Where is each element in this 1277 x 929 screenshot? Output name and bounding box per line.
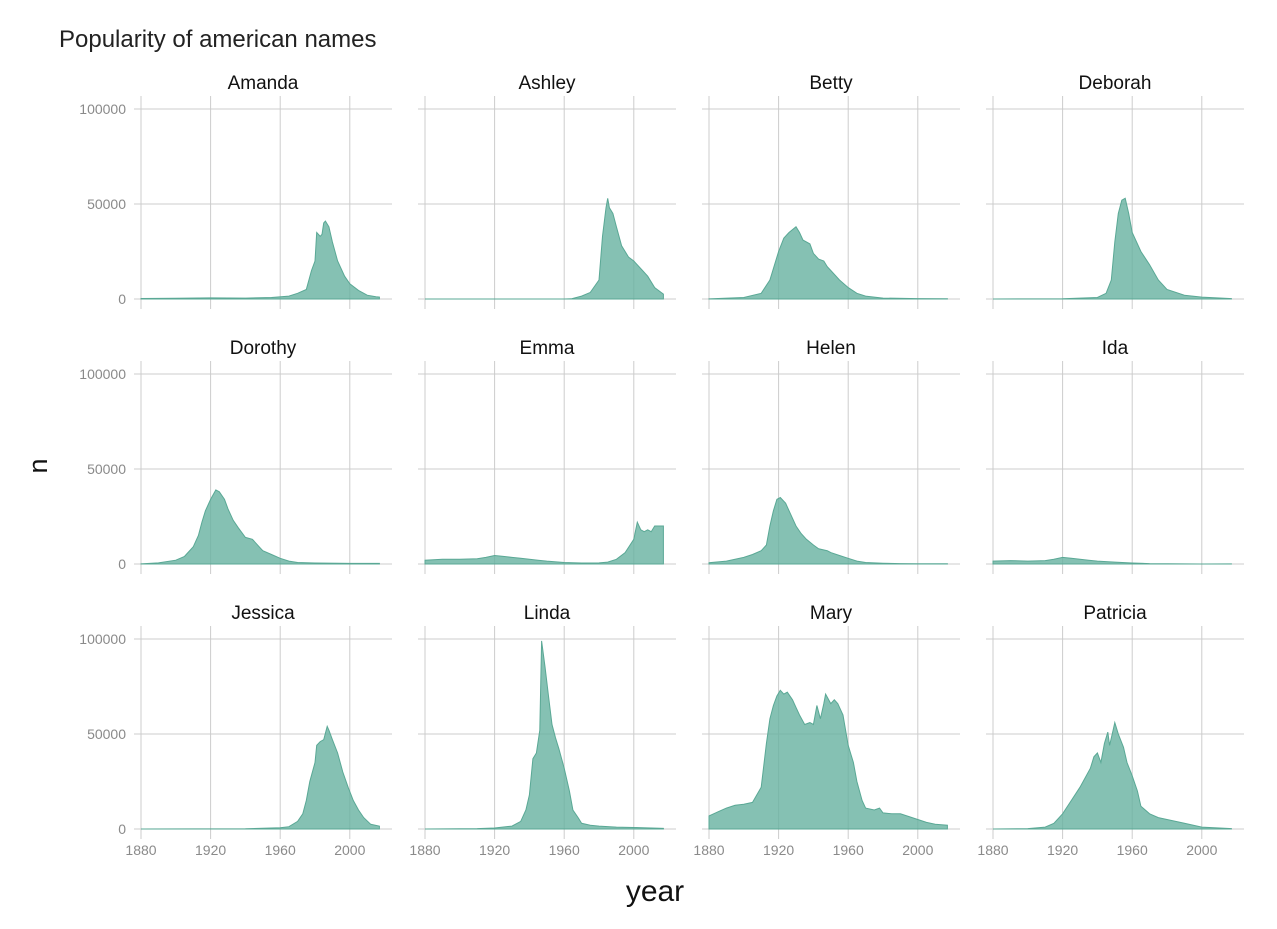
x-axis-title: year <box>626 875 684 908</box>
x-tick-label: 2000 <box>618 842 649 858</box>
area-series <box>140 489 380 565</box>
y-tick-label: 50000 <box>87 196 126 212</box>
x-tick-label: 1880 <box>125 842 156 858</box>
area-series <box>708 496 948 565</box>
facet-label: Mary <box>810 603 853 624</box>
facet-label: Dorothy <box>230 338 297 359</box>
x-tick-label: 2000 <box>334 842 365 858</box>
y-tick-label: 0 <box>118 556 126 572</box>
x-tick-label: 2000 <box>1186 842 1217 858</box>
y-tick-label: 100000 <box>79 366 126 382</box>
facet-panel: Ashley <box>418 73 676 309</box>
y-tick-label: 0 <box>118 821 126 837</box>
x-tick-label: 1960 <box>833 842 864 858</box>
area-series <box>424 640 664 830</box>
facet-panel: Ida <box>986 338 1244 574</box>
x-tick-label: 1880 <box>693 842 724 858</box>
facet-panel: Amanda 0 50000 100000 <box>79 73 392 309</box>
area-series <box>424 520 664 565</box>
facet-panel: Dorothy 0 50000 100000 <box>79 338 392 574</box>
y-tick-label: 50000 <box>87 726 126 742</box>
facet-label: Deborah <box>1079 73 1152 94</box>
area-series <box>708 226 948 300</box>
facet-panel: Jessica 0 50000 100000 1880 1920 1960 2000 <box>79 603 392 858</box>
y-tick-label: 0 <box>118 291 126 307</box>
x-tick-label: 1920 <box>1047 842 1078 858</box>
facet-panel: Emma <box>418 338 676 574</box>
area-series <box>992 720 1232 830</box>
area-series <box>140 220 380 300</box>
y-tick-label: 100000 <box>79 631 126 647</box>
facet-panel: Deborah <box>986 73 1244 309</box>
y-tick-label: 50000 <box>87 461 126 477</box>
facet-label: Patricia <box>1083 603 1147 624</box>
area-series <box>425 198 664 300</box>
area-series <box>708 689 948 830</box>
x-tick-label: 1920 <box>195 842 226 858</box>
y-tick-label: 100000 <box>79 101 126 117</box>
facet-panel: Betty <box>702 73 960 309</box>
facet-panel: Patricia 1880 1920 1960 2000 <box>977 603 1244 858</box>
x-tick-label: 1920 <box>479 842 510 858</box>
facet-label: Linda <box>524 603 571 624</box>
x-tick-label: 1920 <box>763 842 794 858</box>
facet-label: Amanda <box>228 73 299 94</box>
x-tick-label: 2000 <box>902 842 933 858</box>
facet-label: Jessica <box>231 603 295 624</box>
facet-panel: Mary 1880 1920 1960 2000 <box>693 603 960 858</box>
area-series <box>140 724 380 830</box>
x-tick-label: 1960 <box>265 842 296 858</box>
facet-panel: Linda 1880 1920 1960 2000 <box>409 603 676 858</box>
facet-label: Ashley <box>518 73 576 94</box>
facet-panel: Helen <box>702 338 960 574</box>
chart-title: Popularity of american names <box>59 26 376 53</box>
facet-label: Emma <box>520 338 575 359</box>
area-series <box>992 556 1232 565</box>
x-tick-label: 1880 <box>409 842 440 858</box>
x-tick-label: 1960 <box>549 842 580 858</box>
x-tick-label: 1880 <box>977 842 1008 858</box>
facet-panels: Amanda 0 50000 100000 Ashley Betty Deborah Doro… <box>79 73 1244 858</box>
facet-label: Betty <box>809 73 853 94</box>
x-tick-label: 1960 <box>1117 842 1148 858</box>
y-axis-title: n <box>23 458 53 473</box>
area-series <box>992 197 1232 300</box>
facet-label: Helen <box>806 338 856 359</box>
facet-label: Ida <box>1102 338 1129 359</box>
